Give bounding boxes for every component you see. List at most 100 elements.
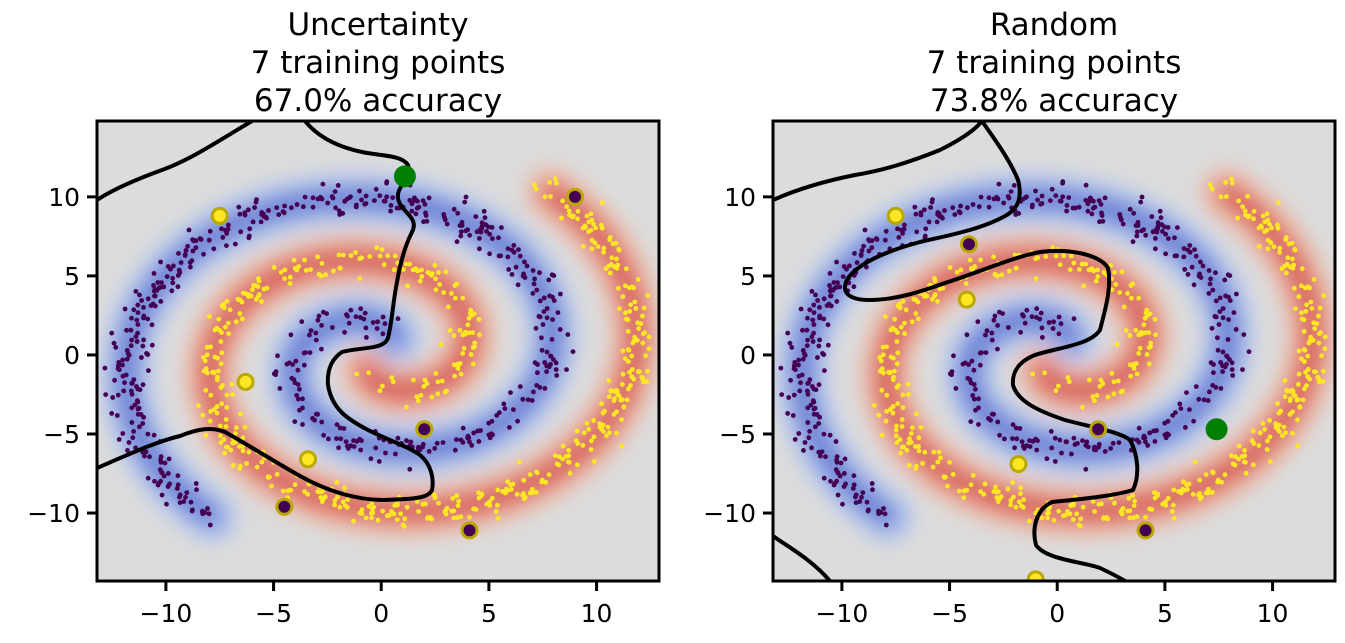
purple-data-point — [420, 441, 426, 447]
purple-data-point — [787, 340, 793, 346]
purple-data-point — [867, 238, 872, 244]
yellow-data-point — [879, 387, 885, 393]
yellow-data-point — [1268, 459, 1273, 464]
yellow-data-point — [1301, 347, 1307, 352]
purple-data-point — [321, 309, 326, 315]
purple-data-point — [129, 337, 135, 343]
yellow-data-point — [224, 298, 230, 304]
yellow-data-point — [1197, 491, 1202, 496]
yellow-data-point — [1152, 316, 1158, 322]
yellow-data-point — [1285, 255, 1291, 261]
purple-data-point — [170, 280, 176, 286]
purple-data-point — [124, 327, 129, 333]
yellow-data-point — [626, 386, 631, 392]
yellow-data-point — [1131, 364, 1137, 369]
yellow-data-point — [1051, 517, 1057, 523]
labeled-point-purple — [415, 420, 434, 439]
yellow-data-point — [315, 254, 320, 260]
purple-data-point — [225, 226, 231, 232]
yellow-data-point — [1299, 310, 1304, 316]
yellow-data-point — [1171, 487, 1177, 493]
purple-data-point — [364, 335, 369, 340]
purple-data-point — [506, 267, 512, 272]
purple-data-point — [1153, 236, 1158, 241]
yellow-data-point — [622, 356, 628, 362]
yellow-data-point — [1298, 283, 1304, 289]
yellow-data-point — [539, 479, 545, 485]
purple-data-point — [477, 246, 482, 252]
yellow-data-point — [292, 482, 298, 488]
yellow-data-point — [1090, 394, 1096, 400]
yellow-data-point — [370, 510, 376, 516]
purple-data-point — [1083, 197, 1089, 203]
yellow-data-point — [1013, 266, 1019, 271]
yellow-data-point — [1127, 333, 1133, 338]
purple-data-point — [823, 454, 828, 460]
yellow-data-point — [992, 271, 998, 277]
yellow-data-point — [1236, 443, 1242, 449]
purple-data-point — [557, 327, 563, 332]
purple-data-point — [1158, 215, 1164, 221]
yellow-data-point — [1061, 253, 1067, 259]
purple-data-point — [1211, 362, 1216, 367]
purple-data-point — [460, 439, 466, 445]
purple-data-point — [811, 406, 817, 412]
purple-data-point — [497, 410, 502, 415]
purple-data-point — [1241, 332, 1247, 337]
purple-data-point — [484, 229, 489, 234]
yellow-data-point — [629, 367, 635, 372]
yellow-data-point — [963, 281, 969, 286]
yellow-data-point — [407, 261, 413, 267]
yellow-data-point — [453, 295, 458, 301]
purple-data-point — [508, 390, 513, 395]
yellow-data-point — [1264, 227, 1270, 233]
yellow-data-point — [916, 444, 921, 449]
purple-data-point — [381, 198, 387, 204]
yellow-data-point — [897, 305, 903, 311]
yellow-data-point — [566, 453, 572, 459]
yellow-data-point — [387, 512, 392, 518]
purple-data-point — [353, 314, 359, 320]
yellow-data-point — [1190, 491, 1196, 497]
purple-data-point — [1218, 386, 1224, 391]
purple-data-point — [415, 198, 420, 204]
purple-data-point — [951, 353, 956, 359]
yellow-data-point — [902, 320, 907, 326]
purple-data-point — [822, 368, 827, 373]
purple-data-point — [300, 422, 305, 427]
y-tick-label: 0 — [64, 341, 80, 370]
yellow-data-point — [904, 447, 910, 453]
purple-data-point — [809, 289, 815, 294]
y-tick-label: −5 — [43, 420, 80, 449]
purple-data-point — [789, 345, 795, 350]
purple-data-point — [1096, 198, 1102, 204]
purple-data-point — [295, 382, 301, 387]
yellow-data-point — [449, 291, 454, 296]
yellow-data-point — [337, 504, 343, 510]
yellow-data-point — [369, 500, 375, 506]
yellow-data-point — [203, 432, 209, 438]
purple-data-point — [316, 313, 322, 319]
purple-data-point — [1216, 322, 1222, 327]
yellow-data-point — [435, 379, 441, 385]
yellow-data-point — [1142, 315, 1148, 321]
purple-data-point — [827, 432, 833, 438]
yellow-data-point — [1291, 392, 1296, 397]
yellow-data-point — [894, 339, 900, 344]
yellow-data-point — [1277, 245, 1283, 251]
purple-data-point — [473, 214, 479, 220]
decision-boundary — [773, 121, 1140, 581]
yellow-data-point — [521, 496, 527, 502]
purple-data-point — [997, 432, 1002, 438]
purple-data-point — [1187, 407, 1192, 412]
purple-data-point — [537, 314, 543, 320]
yellow-data-point — [1262, 219, 1268, 225]
yellow-data-point — [646, 346, 652, 351]
yellow-data-point — [1056, 508, 1062, 514]
yellow-data-point — [1309, 306, 1315, 311]
yellow-data-point — [878, 358, 884, 364]
purple-data-point — [965, 375, 971, 381]
yellow-data-point — [588, 447, 594, 452]
yellow-data-point — [978, 489, 983, 494]
purple-data-point — [1157, 208, 1163, 214]
